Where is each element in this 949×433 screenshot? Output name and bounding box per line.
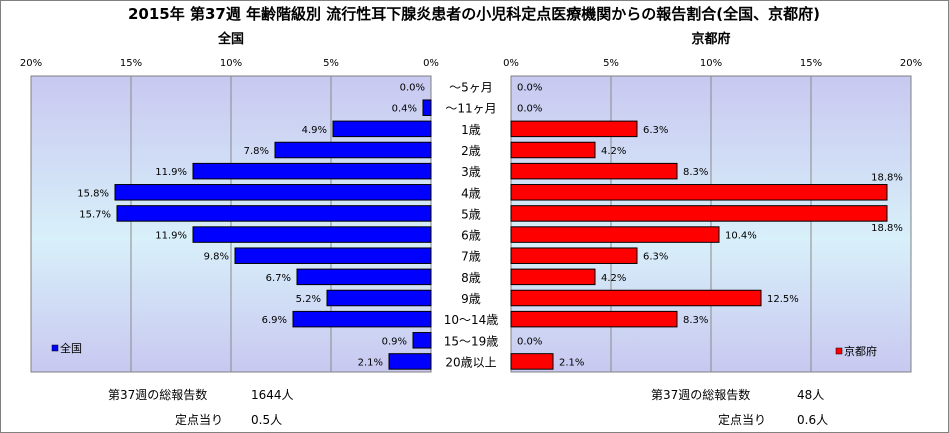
axis-ticks: 0% 0% 5% 5% 10% 10% 15% 15% 20% 20% <box>20 58 922 69</box>
tick-label-right: 0% <box>503 58 519 69</box>
data-label-national: 11.9% <box>155 167 187 178</box>
bar-national <box>296 268 432 286</box>
category-label: 6歳 <box>461 229 481 243</box>
data-label-national: 0.0% <box>400 83 425 94</box>
bar-kyoto <box>510 289 762 307</box>
bar-kyoto <box>510 120 638 138</box>
kyoto-per-label: 定点当り <box>718 412 766 427</box>
category-label: 10～14歳 <box>444 313 499 327</box>
right-panel-title: 京都府 <box>691 31 730 47</box>
bar-national <box>234 247 432 264</box>
data-label-national: 9.8% <box>204 252 229 263</box>
kyoto-total-label: 第37週の総報告数 <box>651 387 750 402</box>
category-label: 20歳以上 <box>445 355 496 369</box>
data-label-national: 15.8% <box>77 188 109 199</box>
bar-kyoto <box>510 226 720 243</box>
data-label-national: 0.4% <box>392 104 417 115</box>
data-label-national: 2.1% <box>358 357 383 368</box>
bar-national <box>114 184 432 201</box>
data-label-kyoto: 6.3% <box>643 125 668 136</box>
legend-national-label: 全国 <box>60 341 82 355</box>
bar-national <box>274 141 432 159</box>
category-labels: ～5ヶ月 ～11ヶ月 1歳 2歳 3歳 4歳 5歳 6歳 7歳 8歳 9歳 10～14歳 15～19歳 2… <box>444 81 499 370</box>
national-total-value: 1644人 <box>251 388 294 402</box>
category-label: 4歳 <box>461 186 481 200</box>
category-label: 1歳 <box>461 123 481 137</box>
legend-swatch-national <box>51 344 59 352</box>
national-total-label: 第37週の総報告数 <box>108 387 207 402</box>
tick-label-right: 5% <box>603 58 619 69</box>
data-label-national: 15.7% <box>79 209 111 220</box>
data-label-national: 6.9% <box>262 315 287 326</box>
data-label-national: 11.9% <box>155 231 187 242</box>
bar-national <box>116 205 432 222</box>
bars <box>114 99 888 370</box>
category-label: 8歳 <box>461 271 481 285</box>
data-label-national: 0.9% <box>382 336 407 347</box>
national-per-label: 定点当り <box>175 412 223 427</box>
data-label-kyoto: 6.3% <box>643 252 668 263</box>
bar-kyoto <box>510 162 678 180</box>
tick-label-right: 10% <box>700 58 722 69</box>
data-label-national: 7.8% <box>244 146 269 157</box>
tick-label-left: 5% <box>323 58 339 69</box>
bar-national <box>332 120 432 138</box>
category-label: 7歳 <box>461 250 481 264</box>
tick-label-left: 15% <box>120 58 142 69</box>
bar-kyoto <box>510 268 596 286</box>
data-label-kyoto: 10.4% <box>725 231 757 242</box>
chart-title: 2015年 第37週 年齢階級別 流行性耳下腺炎患者の小児科定点医療機関からの報… <box>128 5 820 23</box>
data-label-national: 4.9% <box>302 125 327 136</box>
bar-kyoto <box>510 310 678 328</box>
data-label-national: 5.2% <box>296 294 321 305</box>
category-label: 5歳 <box>461 207 481 221</box>
category-label: 9歳 <box>461 292 481 306</box>
legend-kyoto-label: 京都府 <box>844 344 877 358</box>
bar-kyoto <box>510 353 554 370</box>
bar-national <box>192 162 432 180</box>
bar-kyoto <box>510 141 596 159</box>
data-label-kyoto: 18.8% <box>871 223 903 234</box>
data-labels: 0.0% 0.0% 0.4% 0.0% 4.9% 6.3% 7.8% 4.2% 11.9% 8.3… <box>77 83 903 369</box>
data-label-kyoto: 18.8% <box>871 173 903 184</box>
data-label-kyoto: 2.1% <box>559 357 584 368</box>
data-label-kyoto: 0.0% <box>517 83 542 94</box>
data-label-national: 6.7% <box>266 273 291 284</box>
bar-kyoto <box>510 184 888 201</box>
data-label-kyoto: 4.2% <box>601 146 626 157</box>
category-label: 15～19歳 <box>444 334 499 348</box>
tick-label-left: 10% <box>220 58 242 69</box>
bar-national <box>292 310 432 328</box>
tick-label-left: 0% <box>423 58 439 69</box>
category-label: ～11ヶ月 <box>445 102 496 116</box>
data-label-kyoto: 0.0% <box>517 104 542 115</box>
data-label-kyoto: 8.3% <box>683 167 708 178</box>
category-label: 3歳 <box>461 165 481 179</box>
bar-national <box>388 353 432 370</box>
data-label-kyoto: 0.0% <box>517 336 542 347</box>
legend-swatch-kyoto <box>835 347 843 355</box>
bar-national <box>326 289 432 307</box>
tick-label-right: 20% <box>900 58 922 69</box>
left-panel-title: 全国 <box>217 31 244 47</box>
bar-kyoto <box>510 247 638 264</box>
data-label-kyoto: 4.2% <box>601 273 626 284</box>
tick-label-left: 20% <box>20 58 42 69</box>
category-label: 2歳 <box>461 144 481 158</box>
national-per-value: 0.5人 <box>251 413 282 427</box>
kyoto-total-value: 48人 <box>797 388 824 402</box>
bar-national <box>422 99 432 116</box>
data-label-kyoto: 8.3% <box>683 315 708 326</box>
bar-kyoto <box>510 205 888 222</box>
bar-national <box>412 332 432 349</box>
kyoto-per-value: 0.6人 <box>797 413 828 427</box>
bar-national <box>192 226 432 243</box>
data-label-kyoto: 12.5% <box>767 294 799 305</box>
tick-label-right: 15% <box>800 58 822 69</box>
category-label: ～5ヶ月 <box>449 81 493 95</box>
